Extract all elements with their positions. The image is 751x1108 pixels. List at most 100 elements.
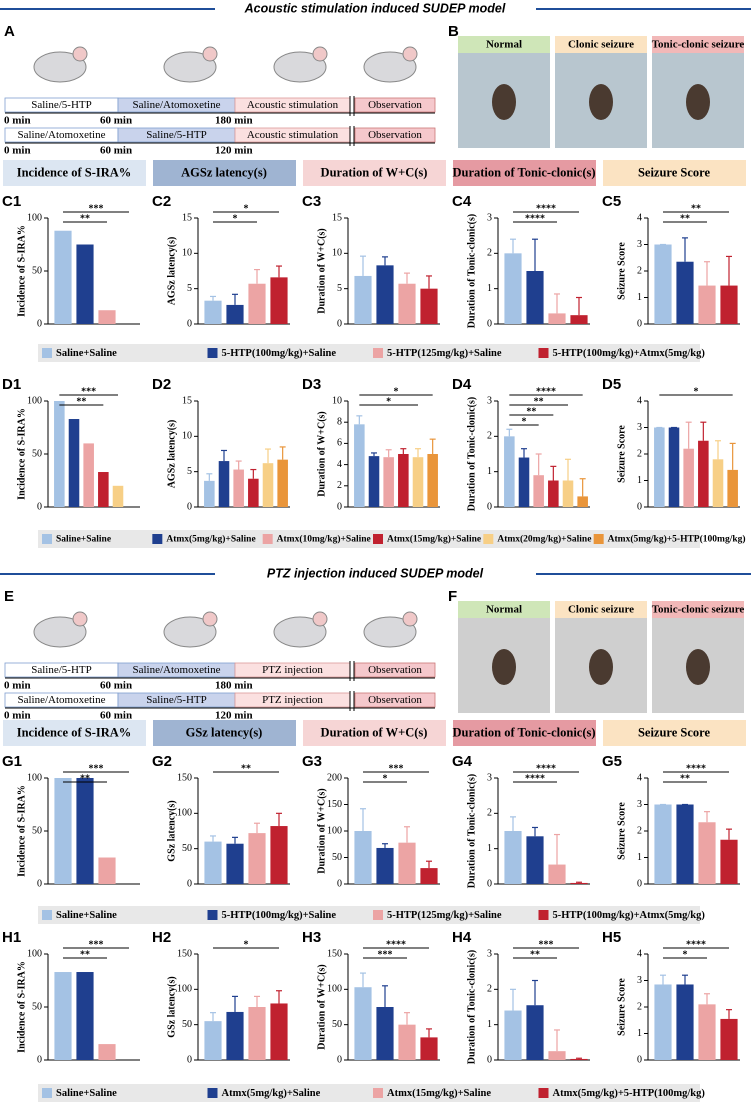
- photo-label-box: [458, 36, 550, 53]
- legend-box: [38, 1084, 700, 1102]
- bar: [504, 436, 515, 507]
- panel-label: H5: [602, 929, 621, 946]
- mouse-ear: [202, 611, 218, 627]
- mouse-ear: [72, 611, 88, 627]
- bar: [248, 283, 266, 324]
- significance-label: **: [76, 396, 86, 407]
- significance-label: *: [244, 203, 249, 214]
- significance-label: ****: [686, 939, 706, 950]
- y-tick-label: 3: [637, 422, 642, 433]
- y-tick-label: 0: [487, 1054, 492, 1065]
- photo-label-box: [652, 36, 744, 53]
- y-axis-label: Duration of Tonic-clonic(s): [466, 214, 477, 328]
- bar: [354, 275, 372, 324]
- mouse-ear: [402, 46, 418, 62]
- panel-label: D4: [452, 376, 472, 393]
- y-tick-label: 4: [637, 772, 642, 783]
- y-tick-label: 150: [177, 772, 192, 783]
- bar: [383, 457, 394, 507]
- bar: [504, 253, 522, 324]
- y-tick-label: 100: [177, 808, 192, 819]
- y-tick-label: 3: [487, 772, 492, 783]
- y-axis-label: Seizure Score: [616, 425, 627, 483]
- bar: [376, 1007, 394, 1060]
- mouse-icon: [273, 51, 327, 83]
- measure-label: Duration of W+C(s): [321, 165, 428, 179]
- y-tick-label: 5: [337, 283, 342, 294]
- bar: [720, 1018, 738, 1060]
- measure-label: Duration of W+C(s): [321, 725, 428, 739]
- bar: [204, 480, 215, 507]
- y-tick-label: 50: [182, 843, 192, 854]
- y-tick-label: 0: [487, 318, 492, 329]
- measure-box: [453, 720, 596, 746]
- y-tick-label: 1: [487, 283, 492, 294]
- measure-label: Duration of Tonic-clonic(s): [452, 165, 595, 179]
- y-tick-label: 100: [27, 948, 42, 959]
- timeline-time: 0 min: [4, 115, 31, 127]
- legend-swatch: [42, 348, 52, 358]
- significance-label: ***: [378, 949, 393, 960]
- y-tick-label: 150: [327, 799, 342, 810]
- y-tick-label: 2: [337, 480, 342, 491]
- mouse-photo: [589, 649, 613, 685]
- y-tick-label: 0: [637, 501, 642, 512]
- y-tick-label: 0: [337, 501, 342, 512]
- significance-label: ****: [386, 939, 406, 950]
- bar: [698, 1004, 716, 1060]
- bar: [233, 469, 244, 507]
- legend-label: Atmx(15mg/kg)+Saline: [387, 534, 481, 545]
- timeline-label: Acoustic stimulation: [247, 129, 339, 141]
- bar: [654, 427, 665, 507]
- panel-label: C3: [302, 193, 321, 210]
- significance-label: *: [394, 386, 399, 397]
- y-tick-label: 1: [487, 1019, 492, 1030]
- legend-swatch: [593, 534, 604, 544]
- panel-label: G3: [302, 753, 322, 770]
- significance-label: *: [683, 949, 688, 960]
- y-tick-label: 0: [637, 318, 642, 329]
- bar: [420, 288, 438, 324]
- measure-box: [3, 720, 146, 746]
- bar: [548, 864, 566, 884]
- y-tick-label: 1: [637, 475, 642, 486]
- legend-swatch: [538, 348, 549, 358]
- mouse-photo: [686, 649, 710, 685]
- bar: [518, 457, 530, 507]
- y-tick-label: 2: [637, 1001, 642, 1012]
- measure-label: GSz latency(s): [186, 725, 263, 739]
- mouse-ear: [202, 46, 218, 62]
- photo-label-box: [652, 601, 744, 618]
- timeline-time: 120 min: [215, 145, 253, 157]
- bar: [398, 454, 409, 507]
- y-tick-label: 10: [332, 248, 342, 259]
- y-axis-label: Incidence of S-IRA%: [16, 961, 27, 1053]
- panel-label: G5: [602, 753, 622, 770]
- bar: [354, 831, 372, 884]
- bar: [277, 459, 288, 507]
- measure-box: [3, 160, 146, 186]
- significance-label: **: [80, 949, 90, 960]
- y-tick-label: 4: [637, 395, 642, 406]
- significance-label: ****: [525, 213, 545, 224]
- panel-label: A: [4, 23, 15, 40]
- timeline-segment: [354, 662, 436, 678]
- bar: [533, 475, 544, 507]
- significance-label: ***: [81, 386, 96, 397]
- panel-label: D1: [2, 376, 21, 393]
- bar: [204, 300, 222, 324]
- bar: [354, 424, 365, 507]
- timeline-time: 180 min: [215, 680, 253, 692]
- significance-label: *: [383, 773, 388, 784]
- bar: [548, 313, 566, 324]
- mouse-photo: [589, 84, 613, 120]
- y-tick-label: 50: [32, 448, 42, 459]
- y-tick-label: 50: [32, 1001, 42, 1012]
- bar: [548, 1051, 566, 1060]
- bar: [577, 496, 588, 507]
- bar: [83, 443, 94, 507]
- panel-label: D2: [152, 376, 171, 393]
- y-tick-label: 8: [337, 416, 342, 427]
- significance-label: **: [241, 763, 251, 774]
- panel-label: H2: [152, 929, 171, 946]
